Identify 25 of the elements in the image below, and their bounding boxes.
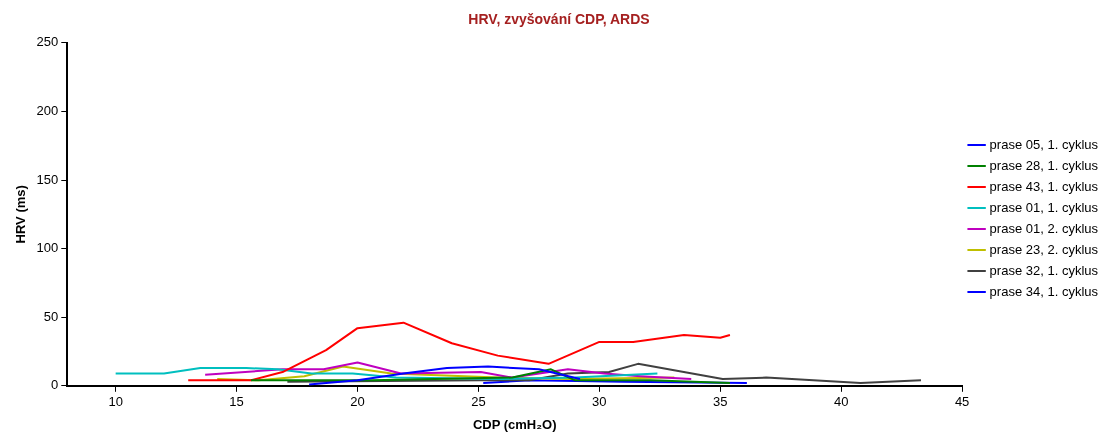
y-tick-label: 50 — [43, 308, 59, 324]
x-tick-label: 30 — [592, 394, 607, 410]
x-tick-label: 45 — [954, 394, 970, 410]
x-tick-label: 35 — [713, 394, 728, 410]
legend-label: prase 01, 2. cyklus — [989, 220, 1099, 236]
y-tick-label: 200 — [36, 102, 59, 118]
y-tick-label: 0 — [51, 377, 59, 393]
chart-title: HRV, zvyšování CDP, ARDS — [468, 11, 650, 28]
y-tick-label: 100 — [36, 240, 59, 256]
x-axis-title: CDP (cmH₂O) — [472, 416, 557, 432]
legend-label: prase 34, 1. cyklus — [989, 283, 1099, 299]
y-axis-title: HRV (ms) — [13, 185, 29, 244]
legend-label: prase 05, 1. cyklus — [989, 136, 1099, 152]
legend-label: prase 32, 1. cyklus — [989, 262, 1099, 278]
x-tick-label: 10 — [108, 394, 123, 410]
x-tick-label: 20 — [350, 394, 365, 410]
legend-label: prase 28, 1. cyklus — [989, 157, 1099, 173]
legend-label: prase 43, 1. cyklus — [989, 178, 1099, 194]
y-tick-label: 250 — [36, 34, 59, 50]
x-tick-label: 40 — [833, 394, 849, 410]
legend-label: prase 23, 2. cyklus — [989, 241, 1099, 257]
x-tick-label: 15 — [229, 394, 244, 410]
y-tick-label: 150 — [36, 171, 59, 187]
legend-label: prase 01, 1. cyklus — [989, 199, 1099, 215]
x-tick-label: 25 — [471, 394, 486, 410]
